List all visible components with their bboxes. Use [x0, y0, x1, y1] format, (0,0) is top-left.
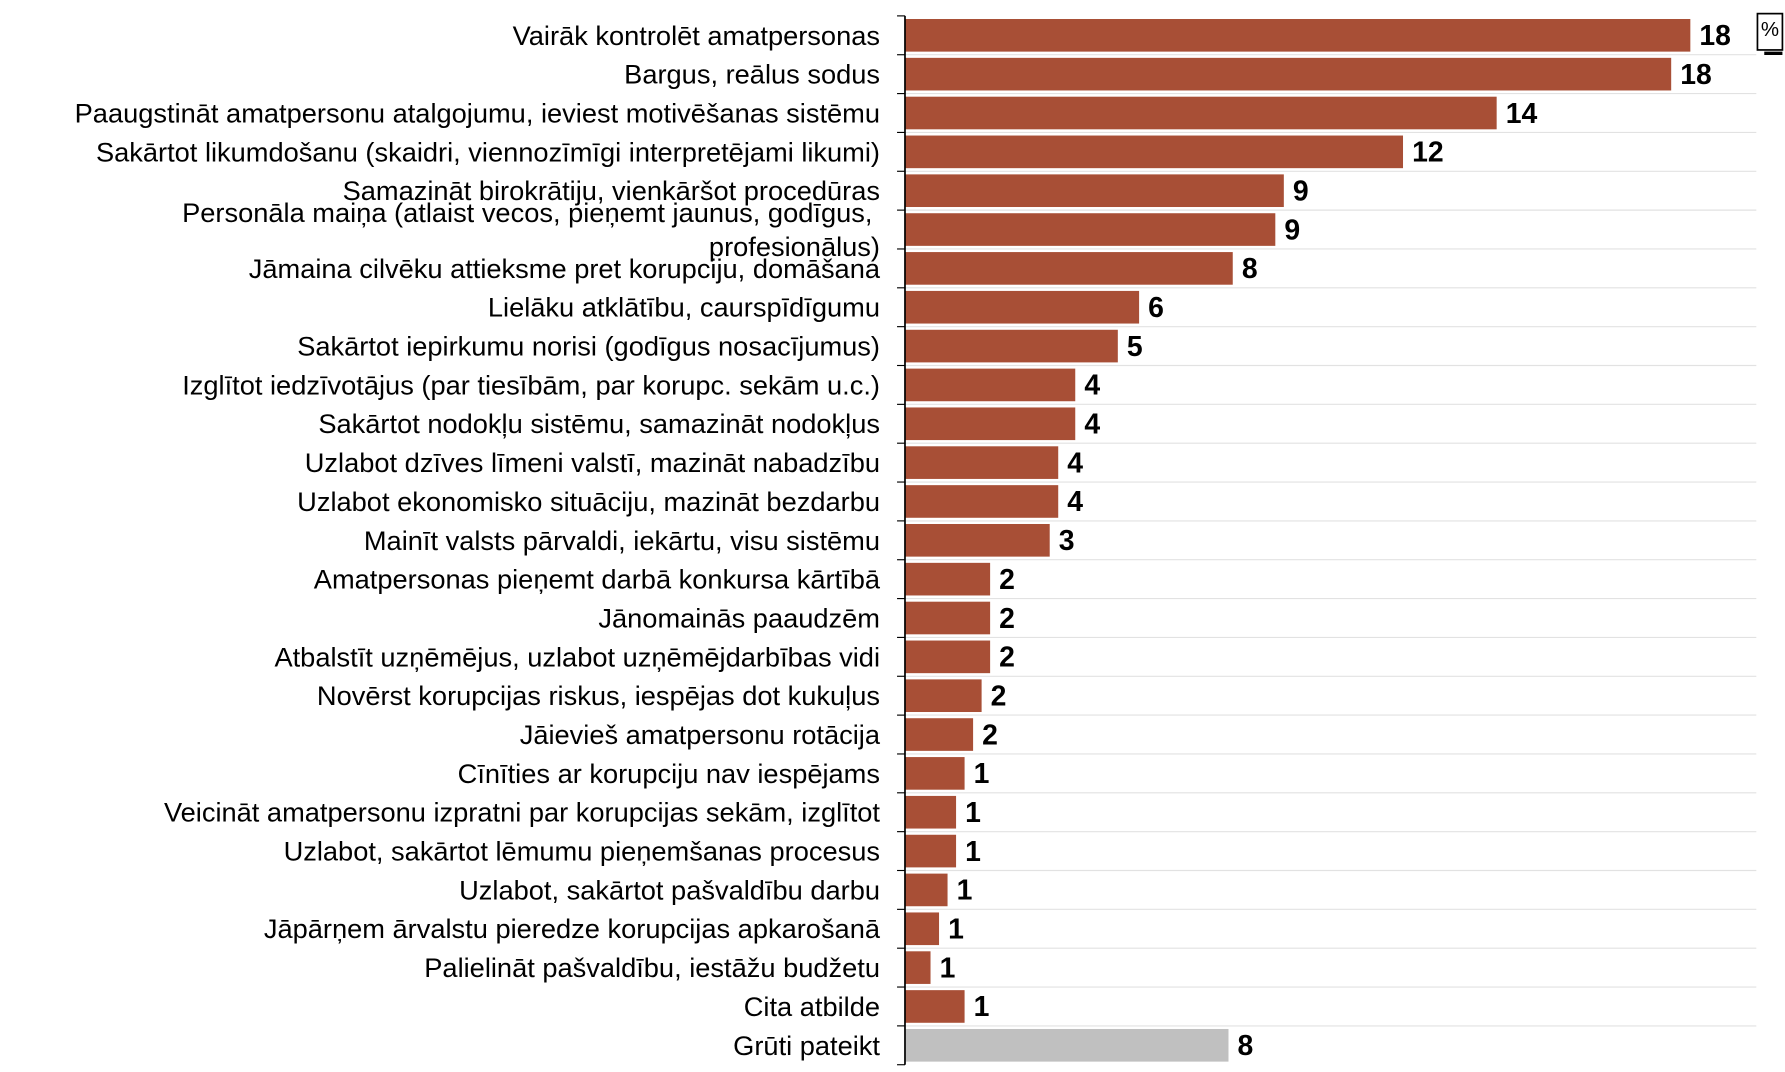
bar — [904, 57, 1672, 91]
bar — [904, 523, 1050, 557]
unit-label: % — [1761, 19, 1779, 41]
bar — [904, 795, 957, 829]
value-label: 6 — [1148, 292, 1164, 324]
category-label: Bargus, reālus sodus — [624, 59, 880, 90]
value-label: 2 — [999, 603, 1015, 635]
value-label: 18 — [1699, 20, 1731, 52]
bar — [904, 407, 1076, 441]
value-label: 18 — [1680, 59, 1712, 91]
bar — [904, 290, 1140, 324]
bar — [904, 252, 1233, 285]
category-label: Sakārtot nodokļu sistēmu, samazināt nodo… — [318, 408, 880, 439]
category-label: Personāla maiņa (atlaist vecos, pieņemt … — [182, 197, 880, 262]
value-label: 9 — [1293, 175, 1309, 207]
category-label: Sakārtot likumdošanu (skaidri, viennozīm… — [96, 136, 880, 167]
value-label: 8 — [1242, 253, 1258, 285]
bar — [904, 873, 948, 907]
category-label: Veicināt amatpersonu izpratni par korupc… — [164, 797, 880, 828]
category-label: Lielāku atklātību, caurspīdīgumu — [488, 292, 880, 323]
category-label: Palielināt pašvaldību, iestāžu budžetu — [424, 952, 880, 983]
category-label: Uzlabot ekonomisko situāciju, mazināt be… — [297, 486, 880, 517]
value-label: 1 — [940, 952, 956, 984]
value-label: 1 — [974, 991, 990, 1023]
value-label: 4 — [1067, 486, 1083, 518]
bar — [904, 174, 1284, 208]
bar — [904, 1028, 1229, 1062]
bar — [904, 96, 1497, 130]
bar — [904, 640, 991, 674]
category-label: Samazināt birokrātiju, vienkāršot proced… — [343, 175, 880, 206]
bar — [904, 718, 974, 751]
value-label: 2 — [982, 719, 998, 751]
bar — [904, 18, 1691, 52]
bar — [904, 679, 982, 713]
category-label: Cīnīties ar korupciju nav iespējams — [458, 758, 880, 789]
value-label: 12 — [1412, 137, 1444, 169]
value-label: 2 — [999, 642, 1015, 674]
value-label: 2 — [991, 680, 1007, 712]
category-label: Sakārtot iepirkumu norisi (godīgus nosac… — [297, 331, 880, 362]
value-label: 2 — [999, 564, 1015, 596]
unit-box — [1756, 12, 1784, 51]
bar — [904, 485, 1059, 518]
value-label: 1 — [965, 836, 981, 868]
value-label: 4 — [1067, 447, 1083, 479]
bar — [904, 562, 991, 596]
value-label: 5 — [1127, 331, 1143, 363]
category-label: Amatpersonas pieņemt darbā konkursa kārt… — [314, 564, 881, 595]
category-label: Cita atbilde — [744, 991, 880, 1022]
value-label: 1 — [957, 875, 973, 907]
category-label: Vairāk kontrolēt amatpersonas — [513, 20, 880, 51]
bar — [904, 990, 965, 1023]
value-label: 4 — [1084, 409, 1100, 441]
category-label: Jāievieš amatpersonu rotācija — [520, 719, 881, 750]
category-label: Jāpārņem ārvalstu pieredze korupcijas ap… — [264, 913, 881, 944]
bar — [904, 329, 1118, 363]
bar — [904, 368, 1076, 402]
category-label: Grūti pateikt — [733, 1030, 880, 1061]
value-label: 1 — [974, 758, 990, 790]
category-label: Jānomainās paaudzēm — [598, 602, 880, 633]
bar — [904, 912, 940, 946]
bar — [904, 757, 965, 790]
bar — [904, 951, 931, 984]
value-label: 4 — [1084, 370, 1100, 402]
bar — [904, 834, 957, 868]
bar — [904, 601, 991, 635]
value-label: 3 — [1059, 525, 1075, 557]
category-label: Paaugstināt amatpersonu atalgojumu, ievi… — [75, 97, 880, 128]
bar — [904, 213, 1276, 246]
value-label: 8 — [1238, 1030, 1254, 1062]
category-label: Uzlabot, sakārtot pašvaldību darbu — [459, 874, 880, 905]
category-label: Jāmaina cilvēku attieksme pret korupciju… — [249, 253, 881, 284]
bar — [904, 446, 1059, 479]
value-label: 9 — [1284, 214, 1300, 246]
category-label: Atbalstīt uzņēmējus, uzlabot uzņēmējdarb… — [274, 641, 880, 672]
value-label: 1 — [948, 914, 964, 946]
category-label: Uzlabot, sakārtot lēmumu pieņemšanas pro… — [284, 836, 880, 867]
value-label: 1 — [965, 797, 981, 829]
value-label: 14 — [1506, 98, 1538, 130]
category-label: Mainīt valsts pārvaldi, iekārtu, visu si… — [364, 525, 880, 556]
bar — [904, 135, 1404, 169]
category-label: Izglītot iedzīvotājus (par tiesībām, par… — [182, 369, 880, 400]
category-label: Uzlabot dzīves līmeni valstī, mazināt na… — [305, 447, 880, 478]
category-label: Novērst korupcijas riskus, iespējas dot … — [317, 680, 880, 711]
